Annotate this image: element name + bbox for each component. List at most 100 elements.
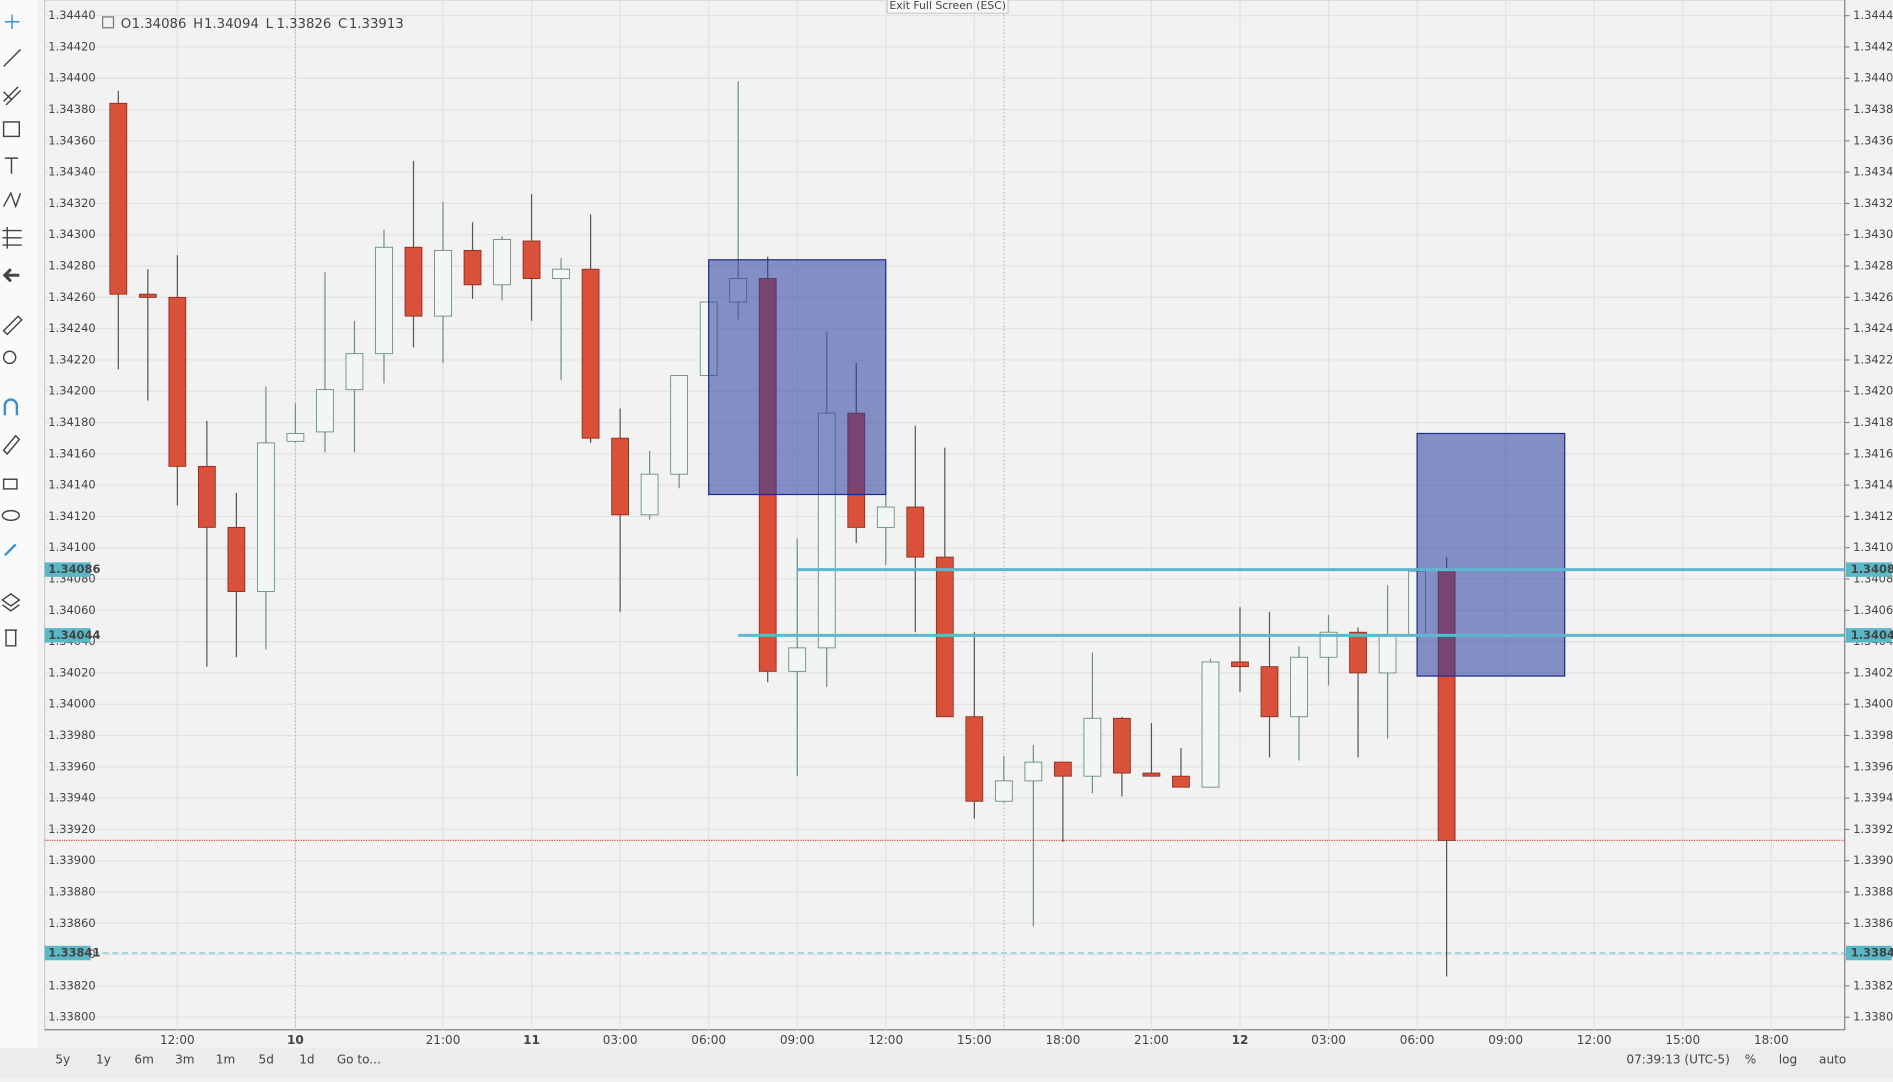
y2-tick-label: 1.34440: [1853, 8, 1893, 22]
candle-body: [788, 647, 807, 672]
candle-body: [404, 246, 423, 317]
x-tick-label: 11: [523, 1033, 540, 1047]
y-tick-label: 1.34020: [48, 665, 95, 679]
candle-body: [522, 240, 541, 279]
timeframe-button[interactable]: 5y: [55, 1052, 70, 1066]
timeframe-button[interactable]: 6m: [134, 1052, 153, 1066]
candle-body: [493, 239, 511, 286]
y-tick-label: 1.33860: [48, 916, 95, 930]
text-tool[interactable]: [4, 157, 19, 174]
legend-toggle[interactable]: [102, 16, 115, 29]
y-tick-label: 1.33940: [48, 791, 95, 805]
y-tick-label: 1.34360: [48, 133, 95, 147]
scale-button[interactable]: log: [1779, 1052, 1797, 1066]
price-tag-label: 1.34044: [1851, 628, 1893, 642]
timeframe-button[interactable]: 1d: [299, 1052, 314, 1066]
y2-tick-label: 1.34300: [1853, 227, 1893, 241]
x-tick-label: 03:00: [603, 1033, 638, 1047]
scale-button[interactable]: auto: [1819, 1052, 1846, 1066]
y-tick-label: 1.34280: [48, 259, 95, 273]
candle-body: [1290, 656, 1308, 718]
x-tick-label: 12:00: [868, 1033, 903, 1047]
lock-tool[interactable]: [2, 478, 18, 490]
y-tick-label: 1.34140: [48, 478, 95, 492]
y-tick-label: 1.34200: [48, 384, 95, 398]
y2-tick-label: 1.34100: [1853, 540, 1893, 554]
candle-body: [670, 375, 689, 475]
zoom-tool[interactable]: [2, 350, 17, 365]
legend-value: 1.33913: [349, 17, 404, 32]
candle-body: [552, 268, 570, 279]
measure-tool[interactable]: [2, 315, 23, 336]
goto-button[interactable]: Go to...: [337, 1052, 381, 1066]
link-tool[interactable]: [3, 543, 17, 557]
draw-mode-tool[interactable]: [2, 434, 21, 455]
y-tick-label: 1.34120: [48, 509, 95, 523]
x-tick-label: 15:00: [957, 1033, 992, 1047]
y2-tick-label: 1.34320: [1853, 196, 1893, 210]
x-tick-label: 12:00: [160, 1033, 195, 1047]
shape-tool[interactable]: [2, 121, 21, 138]
timeframe-button[interactable]: 5d: [259, 1052, 274, 1066]
y-tick-label: 1.34300: [48, 227, 95, 241]
candle-body: [1349, 631, 1367, 674]
y-tick-label: 1.34000: [48, 697, 95, 711]
candle-body: [1083, 717, 1102, 777]
candle-body: [994, 780, 1013, 802]
y-tick-label: 1.34340: [48, 165, 95, 179]
y-tick-label: 1.34440: [48, 8, 95, 22]
scale-button[interactable]: %: [1745, 1052, 1756, 1066]
visibility-tool[interactable]: [1, 509, 21, 522]
crosshair-tool[interactable]: [4, 14, 20, 29]
candle-body: [257, 442, 275, 592]
exit-fullscreen-button[interactable]: [886, 0, 1009, 14]
candle-body: [197, 465, 216, 528]
candle-body: [581, 268, 600, 439]
y2-tick-label: 1.34120: [1853, 509, 1893, 523]
fib-tool[interactable]: [3, 86, 22, 106]
candle-body: [640, 473, 659, 516]
x-tick-label: 10: [287, 1033, 304, 1047]
candle-body: [1024, 761, 1043, 782]
price-tag: [1845, 628, 1892, 643]
candle-body: [109, 102, 128, 295]
pattern-tool[interactable]: [2, 191, 22, 209]
price-tag: [1845, 562, 1892, 577]
bottom-toolbar: [0, 1047, 1893, 1078]
legend-key: O: [121, 17, 131, 32]
x-tick-label: 06:00: [691, 1033, 726, 1047]
y-tick-label: 1.33920: [48, 822, 95, 836]
y2-tick-label: 1.33980: [1853, 728, 1893, 742]
magnet-tool[interactable]: [3, 398, 19, 416]
y-tick-label: 1.33980: [48, 728, 95, 742]
y2-tick-label: 1.34400: [1853, 71, 1893, 85]
y2-tick-label: 1.34160: [1853, 446, 1893, 460]
exit-fullscreen[interactable]: Exit Full Screen (ESC): [889, 0, 1006, 12]
candle-body: [138, 293, 157, 298]
trend-line-tool[interactable]: [3, 48, 22, 67]
timeframe-button[interactable]: 3m: [175, 1052, 194, 1066]
zone-rectangle: [708, 259, 887, 496]
x-tick-label: 12: [1232, 1033, 1249, 1047]
price-tag: [1845, 945, 1892, 961]
timeframe-button[interactable]: 1y: [96, 1052, 111, 1066]
delete-tool[interactable]: [4, 629, 17, 647]
timeframe-button[interactable]: 1m: [216, 1052, 235, 1066]
price-tag: [44, 945, 91, 961]
y2-tick-label: 1.33800: [1853, 1010, 1893, 1024]
y2-tick-label: 1.33820: [1853, 978, 1893, 992]
back-tool[interactable]: [2, 268, 20, 283]
y2-tick-label: 1.33860: [1853, 916, 1893, 930]
y2-tick-label: 1.33900: [1853, 853, 1893, 867]
candle-body: [1378, 634, 1397, 674]
price-tag-label: 1.33841: [48, 946, 100, 960]
y2-tick-label: 1.34360: [1853, 133, 1893, 147]
layers-tool[interactable]: [1, 593, 21, 612]
x-tick-label: 03:00: [1311, 1033, 1346, 1047]
x-tick-label: 21:00: [1134, 1033, 1169, 1047]
ohlc-legend: O 1.34086 H 1.34094 L 1.33826 C 1.33913: [121, 17, 404, 32]
prediction-tool[interactable]: [2, 226, 22, 249]
candle-body: [345, 353, 364, 391]
y-tick-label: 1.34380: [48, 102, 95, 116]
